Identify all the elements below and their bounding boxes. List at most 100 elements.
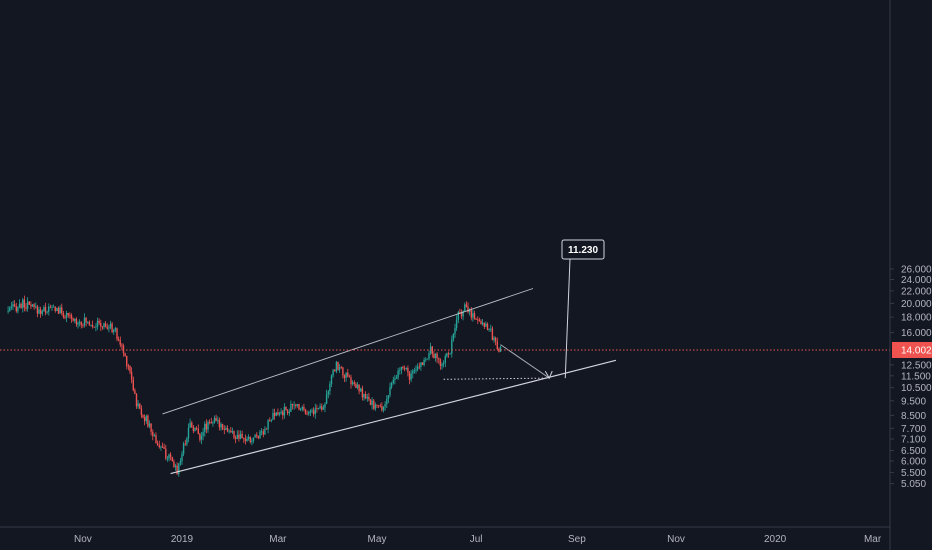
- candle: [324, 402, 326, 413]
- candle: [428, 350, 430, 361]
- candle: [140, 405, 143, 419]
- candle: [100, 319, 102, 331]
- candle: [147, 414, 149, 428]
- candle: [114, 326, 117, 333]
- candle: [421, 362, 424, 366]
- candle: [202, 427, 204, 441]
- candle: [332, 368, 334, 378]
- candle: [282, 409, 284, 420]
- candle: [23, 295, 26, 312]
- candle: [210, 417, 212, 424]
- candle: [152, 429, 154, 441]
- candle: [121, 343, 123, 351]
- candle: [197, 424, 199, 435]
- y-tick-label: 12.500: [901, 360, 932, 371]
- candle: [95, 323, 97, 332]
- candle: [72, 317, 74, 322]
- candle: [184, 439, 186, 446]
- candle: [52, 304, 55, 308]
- candle: [103, 322, 105, 330]
- candle: [28, 301, 30, 305]
- candle: [452, 333, 455, 342]
- candle: [165, 444, 167, 461]
- candle: [257, 435, 260, 440]
- candle: [319, 403, 321, 410]
- candle: [351, 380, 354, 386]
- candle: [402, 365, 404, 370]
- candle: [117, 336, 120, 342]
- candle: [433, 351, 435, 359]
- x-axis[interactable]: Nov 2019 Mar May Jul Sep Nov 2020 Mar: [74, 534, 882, 545]
- y-tick-label: 11.500: [901, 371, 931, 382]
- candle: [486, 322, 489, 331]
- candle: [267, 419, 269, 434]
- candle: [129, 365, 131, 375]
- x-tick-label: Sep: [568, 534, 586, 545]
- candle: [288, 408, 290, 417]
- candle: [85, 317, 87, 327]
- candle: [217, 416, 219, 424]
- candle: [309, 409, 312, 416]
- candle: [259, 429, 261, 439]
- candle: [473, 310, 476, 320]
- candle: [116, 327, 118, 342]
- candle: [200, 431, 203, 445]
- candle: [403, 365, 406, 372]
- x-tick-label: May: [368, 534, 387, 545]
- candle: [243, 437, 245, 443]
- candle: [408, 371, 411, 385]
- candle: [325, 389, 328, 405]
- support-dotted-line[interactable]: [443, 377, 550, 380]
- candle: [106, 323, 108, 330]
- candle: [20, 302, 22, 309]
- candle: [494, 336, 497, 346]
- candle: [233, 430, 235, 440]
- candle: [405, 367, 407, 371]
- candle: [134, 388, 136, 395]
- candle: [49, 304, 52, 309]
- candle: [304, 408, 307, 415]
- candle: [109, 320, 112, 330]
- candle: [218, 417, 221, 431]
- channel-lower-line[interactable]: [170, 359, 617, 475]
- candle: [256, 432, 258, 439]
- candle: [277, 408, 279, 416]
- candle: [374, 402, 377, 411]
- candle: [397, 367, 399, 380]
- candle: [413, 367, 416, 374]
- candle: [298, 403, 300, 411]
- candle: [460, 309, 463, 319]
- x-tick-label: Nov: [74, 534, 92, 545]
- x-tick-label: Mar: [864, 534, 882, 545]
- candle: [488, 328, 490, 332]
- candle: [275, 412, 277, 417]
- candle: [293, 401, 295, 410]
- candle: [155, 432, 157, 444]
- candle: [181, 450, 183, 465]
- candle: [212, 420, 214, 427]
- candle: [189, 418, 191, 428]
- x-tick-label: 2019: [171, 534, 194, 545]
- channel-upper-line[interactable]: [162, 288, 534, 415]
- candle: [234, 435, 237, 444]
- candle: [54, 306, 56, 313]
- candle: [457, 310, 459, 324]
- candle: [10, 302, 13, 310]
- candle: [178, 463, 180, 477]
- candle: [204, 421, 206, 437]
- target-callout-box[interactable]: [561, 239, 605, 260]
- candle: [295, 403, 297, 409]
- candle: [230, 427, 232, 433]
- candle: [7, 306, 9, 314]
- candle: [303, 403, 305, 412]
- candle: [364, 391, 367, 400]
- candle: [395, 374, 398, 380]
- candle: [83, 313, 86, 328]
- candle: [400, 366, 403, 375]
- candle: [412, 369, 414, 379]
- y-tick-label: 8.500: [901, 411, 926, 422]
- candle: [88, 320, 91, 326]
